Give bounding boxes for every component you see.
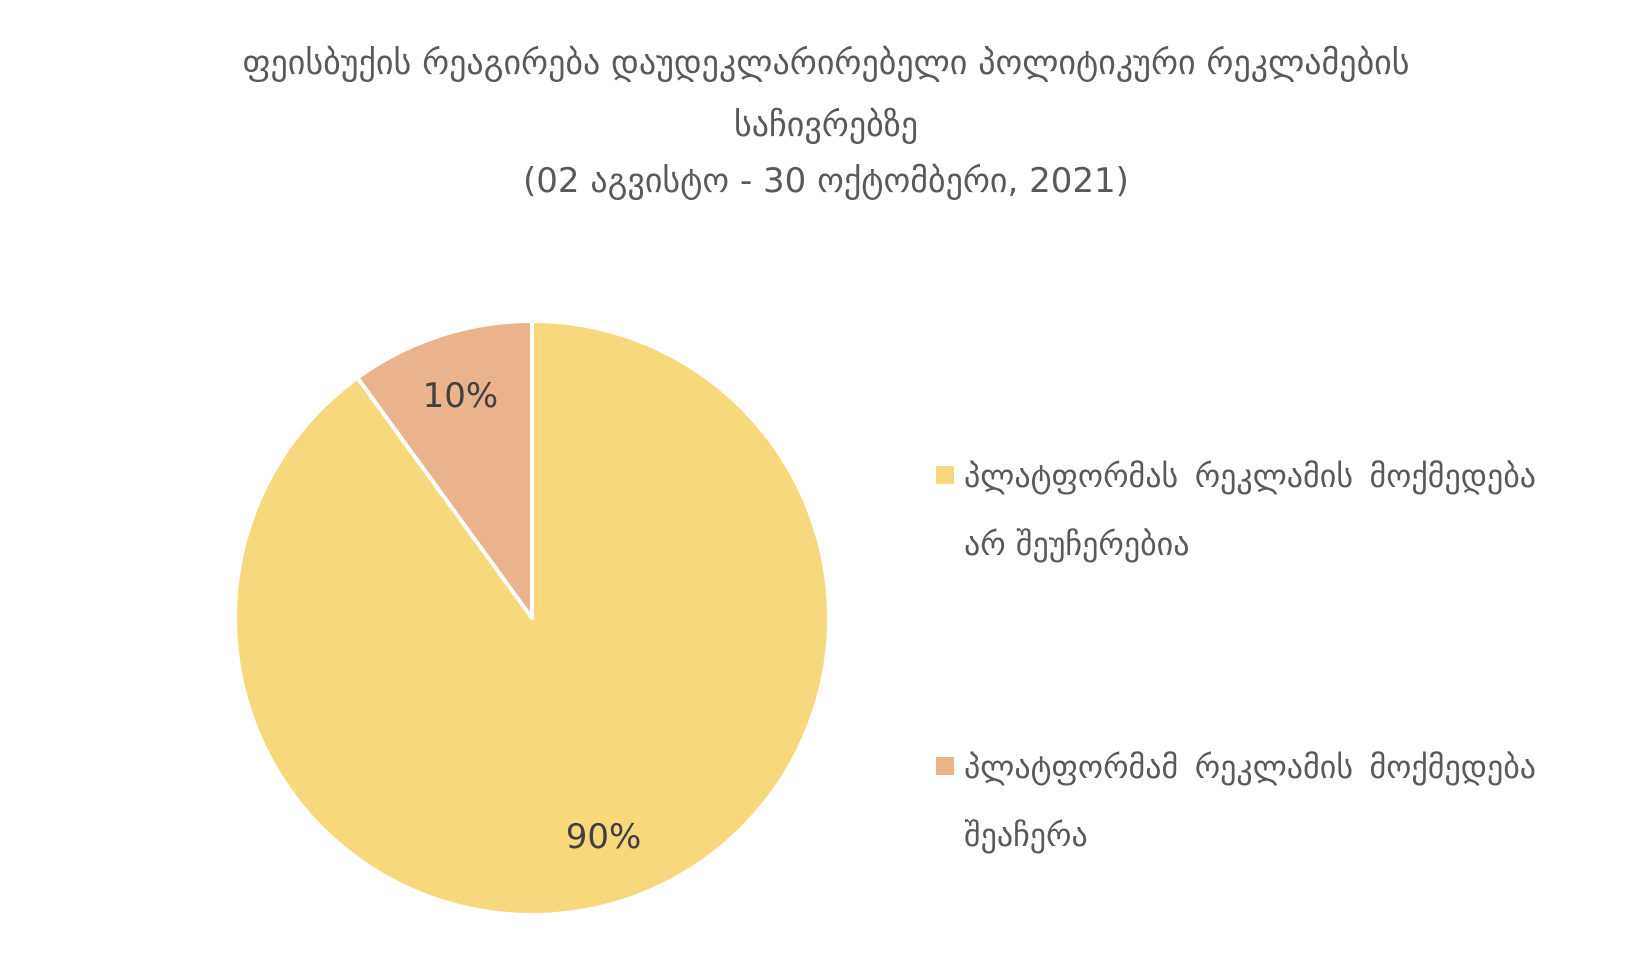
legend-label: პლატფორმამ რეკლამის მოქმედება შეაჩერა bbox=[964, 748, 1536, 854]
chart-subtitle: (02 აგვისტო - 30 ოქტომბერი, 2021) bbox=[523, 161, 1129, 201]
data-label: 90% bbox=[566, 817, 642, 857]
chart-title: ფეისბუქის რეაგირება დაუდეკლარირებელი პოლ… bbox=[242, 43, 1410, 145]
legend-swatch bbox=[936, 757, 954, 775]
data-label: 10% bbox=[423, 376, 499, 416]
legend-item: პლატფორმამ რეკლამის მოქმედება შეაჩერა bbox=[936, 733, 1536, 869]
legend-item: პლატფორმას რეკლამის მოქმედება არ შეუჩერე… bbox=[936, 442, 1536, 578]
legend-swatch bbox=[936, 466, 954, 484]
pie-slice bbox=[355, 319, 534, 620]
legend-label: პლატფორმას რეკლამის მოქმედება არ შეუჩერე… bbox=[964, 457, 1536, 563]
